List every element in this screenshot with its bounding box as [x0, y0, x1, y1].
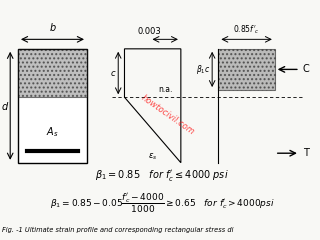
Text: $A_s$: $A_s$: [46, 125, 59, 139]
Text: 0.003: 0.003: [138, 27, 161, 36]
Bar: [219, 49, 275, 90]
Text: $c$: $c$: [110, 69, 117, 78]
Text: $\beta_1 = 0.85 - 0.05\dfrac{f_c^{\prime}-4000}{1000} \geq 0.65 \quad \mathit{fo: $\beta_1 = 0.85 - 0.05\dfrac{f_c^{\prime…: [50, 191, 275, 215]
Text: $d$: $d$: [1, 100, 10, 112]
Text: howtocivil.com: howtocivil.com: [140, 94, 197, 137]
Text: T: T: [303, 148, 309, 158]
Text: $\beta_1 c$: $\beta_1 c$: [196, 63, 211, 76]
Text: $\beta_1 = 0.85 \quad \mathit{for\ f_c^{\prime} \leq 4000\ psi}$: $\beta_1 = 0.85 \quad \mathit{for\ f_c^{…: [95, 168, 229, 183]
Bar: [18, 49, 87, 97]
Text: C: C: [303, 64, 310, 74]
Text: $\varepsilon_s$: $\varepsilon_s$: [148, 151, 157, 162]
Text: Fig. -1 Ultimate strain profile and corresponding rectangular stress di: Fig. -1 Ultimate strain profile and corr…: [2, 227, 234, 233]
Text: n.a.: n.a.: [158, 85, 172, 94]
Text: $b$: $b$: [49, 21, 56, 33]
Bar: [18, 49, 87, 163]
Text: $0.85f'_c$: $0.85f'_c$: [233, 23, 260, 36]
